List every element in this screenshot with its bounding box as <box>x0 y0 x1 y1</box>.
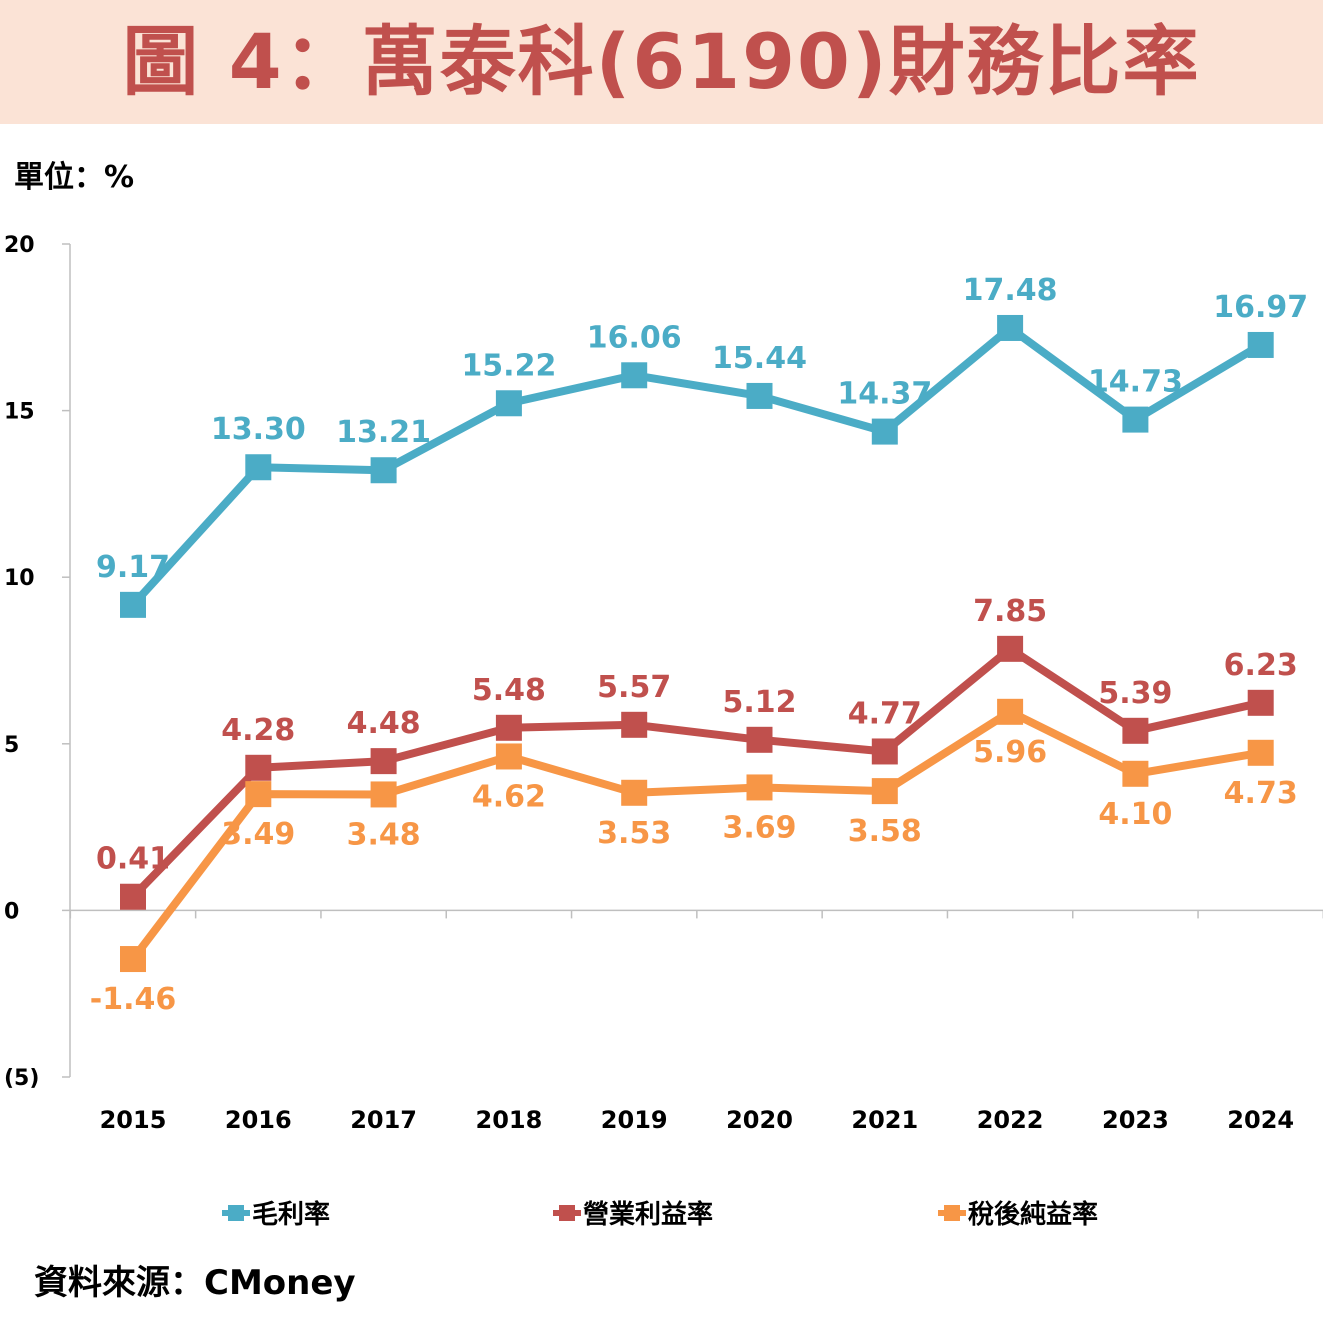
y-tick-label: 15 <box>4 400 35 425</box>
data-label-net: 3.53 <box>597 816 671 851</box>
x-tick-label: 2017 <box>350 1106 417 1134</box>
data-point-net <box>1247 739 1274 766</box>
y-tick-label: 20 <box>4 233 35 258</box>
data-label-gross: 16.97 <box>1213 290 1308 325</box>
data-point-net <box>746 774 773 801</box>
data-label-gross: 13.30 <box>211 412 306 447</box>
x-tick-label: 2023 <box>1102 1106 1169 1134</box>
data-point-net <box>621 779 648 806</box>
legend-swatch-marker <box>944 1205 960 1221</box>
x-tick-label: 2015 <box>100 1106 167 1134</box>
data-point-operating <box>997 635 1024 662</box>
data-label-operating: 5.12 <box>722 685 796 720</box>
legend-label-gross: 毛利率 <box>252 1199 330 1230</box>
data-label-operating: 6.23 <box>1224 648 1298 683</box>
data-label-operating: 0.41 <box>96 842 170 877</box>
data-point-operating <box>495 714 522 741</box>
data-point-operating <box>370 748 397 775</box>
data-point-net <box>871 778 898 805</box>
data-label-net: -1.46 <box>90 982 176 1017</box>
data-label-operating: 7.85 <box>973 594 1047 629</box>
data-point-operating <box>1122 717 1149 744</box>
data-point-net <box>495 743 522 770</box>
data-point-gross <box>997 314 1024 341</box>
data-point-operating <box>621 711 648 738</box>
x-tick-label: 2016 <box>225 1106 292 1134</box>
legend-swatch-marker <box>228 1205 244 1221</box>
data-point-net <box>370 781 397 808</box>
data-point-net <box>1122 760 1149 787</box>
data-point-gross <box>746 382 773 409</box>
data-point-gross <box>871 418 898 445</box>
legend-swatch-marker <box>559 1205 575 1221</box>
title-banner: 圖 4：萬泰科(6190)財務比率 <box>0 0 1323 124</box>
data-label-gross: 13.21 <box>336 415 431 450</box>
data-point-net <box>997 698 1024 725</box>
data-point-gross <box>1247 331 1274 358</box>
legend-label-net: 稅後純益率 <box>968 1199 1098 1230</box>
data-label-operating: 5.39 <box>1098 676 1172 711</box>
y-tick-label: (5) <box>4 1066 39 1091</box>
data-label-gross: 15.44 <box>712 341 807 376</box>
y-tick-label: 5 <box>4 733 19 758</box>
data-label-gross: 14.73 <box>1088 365 1183 400</box>
x-tick-label: 2021 <box>851 1106 918 1134</box>
data-point-operating <box>120 883 146 910</box>
data-point-gross <box>495 390 522 417</box>
data-point-operating <box>746 726 773 753</box>
data-label-net: 5.96 <box>973 735 1047 770</box>
series-line-net <box>129 707 1262 962</box>
x-tick-label: 2019 <box>601 1106 668 1134</box>
x-tick-label: 2020 <box>726 1106 793 1134</box>
data-point-gross <box>1122 406 1149 433</box>
source-label: 資料來源：CMoney <box>34 1263 356 1303</box>
x-tick-label: 2024 <box>1227 1106 1294 1134</box>
data-label-gross: 9.17 <box>96 550 170 585</box>
data-label-net: 4.62 <box>472 779 546 814</box>
x-tick-label: 2018 <box>476 1106 543 1134</box>
data-label-operating: 5.48 <box>472 673 546 708</box>
data-label-operating: 4.28 <box>221 713 295 748</box>
data-point-operating <box>245 754 272 781</box>
data-point-operating <box>871 738 898 765</box>
data-label-net: 4.73 <box>1224 776 1298 811</box>
series-line-gross <box>130 323 1263 608</box>
y-tick-label: 0 <box>4 899 19 924</box>
data-label-net: 4.10 <box>1098 797 1172 832</box>
data-point-net <box>120 946 146 973</box>
data-label-net: 3.58 <box>848 814 922 849</box>
page-title: 圖 4：萬泰科(6190)財務比率 <box>122 17 1201 106</box>
y-tick-label: 10 <box>4 566 35 591</box>
data-label-net: 3.69 <box>722 810 796 845</box>
data-label-operating: 5.57 <box>597 670 671 705</box>
data-label-gross: 16.06 <box>587 320 682 355</box>
data-label-gross: 15.22 <box>461 348 556 383</box>
data-point-gross <box>120 591 146 618</box>
series-line-operating <box>130 644 1262 900</box>
data-label-net: 3.49 <box>221 817 295 852</box>
x-tick-label: 2022 <box>977 1106 1044 1134</box>
data-label-net: 3.48 <box>347 817 421 852</box>
legend-label-operating: 營業利益率 <box>583 1199 713 1230</box>
data-point-operating <box>1247 689 1274 716</box>
data-label-operating: 4.48 <box>347 706 421 741</box>
data-label-operating: 4.77 <box>848 696 922 731</box>
unit-label: 單位：% <box>14 160 135 195</box>
data-point-gross <box>621 362 648 389</box>
data-label-gross: 17.48 <box>963 273 1058 308</box>
data-point-gross <box>245 454 272 481</box>
data-point-net <box>245 781 272 808</box>
data-label-gross: 14.37 <box>837 377 932 412</box>
data-point-gross <box>370 457 397 484</box>
